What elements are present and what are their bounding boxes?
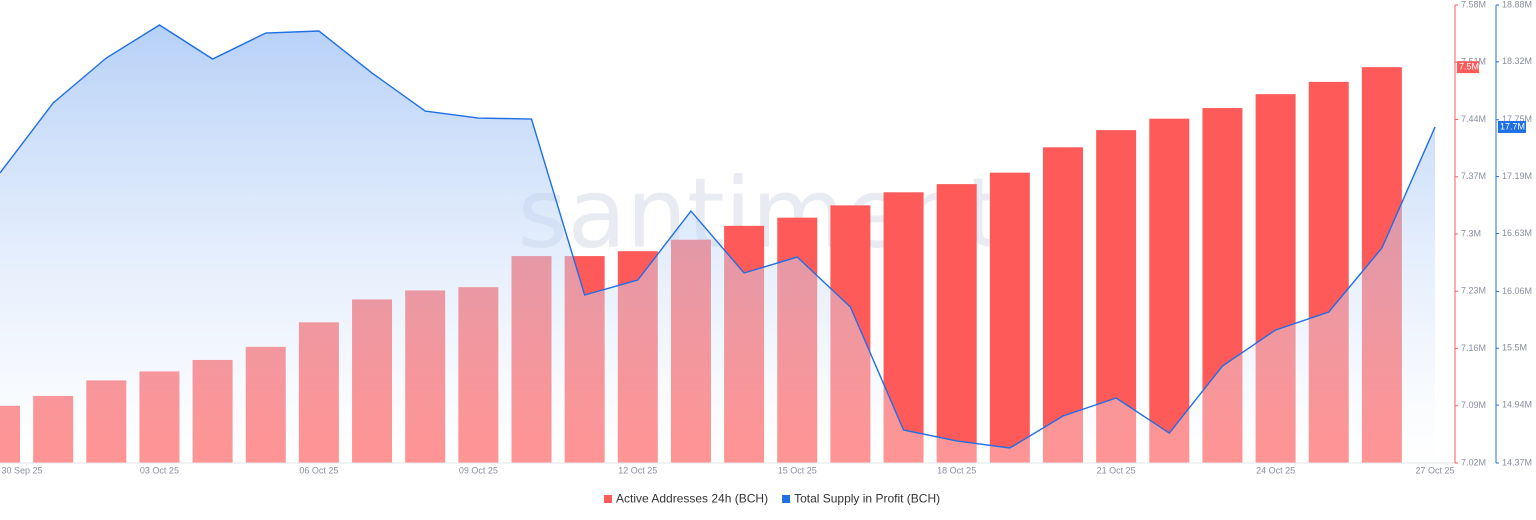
y2-tick-label: 14.37M bbox=[1502, 457, 1532, 467]
y-tick-label: 7.44M bbox=[1461, 114, 1486, 124]
legend-label: Total Supply in Profit (BCH) bbox=[794, 492, 940, 506]
legend-swatch bbox=[604, 495, 612, 503]
y2-tick-label: 17.19M bbox=[1502, 171, 1532, 181]
y2-tick-label: 15.5M bbox=[1502, 343, 1527, 353]
y-tick-label: 7.02M bbox=[1461, 457, 1486, 467]
value-badge-label: 17.7M bbox=[1500, 121, 1525, 131]
value-badge bbox=[1457, 61, 1479, 74]
x-tick-label: 27 Oct 25 bbox=[1416, 465, 1455, 475]
y2-tick-label: 18.32M bbox=[1502, 56, 1532, 66]
y2-tick-label: 16.63M bbox=[1502, 228, 1532, 238]
y-tick-label: 7.09M bbox=[1461, 400, 1486, 410]
x-tick-label: 06 Oct 25 bbox=[299, 465, 338, 475]
x-tick-label: 24 Oct 25 bbox=[1256, 465, 1295, 475]
bar bbox=[1149, 118, 1190, 463]
x-tick-label: 03 Oct 25 bbox=[140, 465, 179, 475]
value-badge bbox=[1498, 120, 1526, 133]
y-tick-label: 7.37M bbox=[1461, 171, 1486, 181]
y2-tick-label: 18.88M bbox=[1502, 0, 1532, 9]
area-fill bbox=[0, 25, 1436, 463]
legend-swatch bbox=[782, 495, 791, 503]
y2-tick-label: 17.75M bbox=[1502, 114, 1532, 124]
y-tick-label: 7.16M bbox=[1461, 343, 1486, 353]
area-line bbox=[0, 24, 1436, 449]
x-tick-label: 09 Oct 25 bbox=[459, 465, 498, 475]
x-tick-label: 30 Sep 25 bbox=[1, 465, 42, 475]
y-tick-label: 7.58M bbox=[1461, 0, 1486, 9]
y2-tick-label: 14.94M bbox=[1502, 399, 1532, 409]
value-badge-label: 7.5M bbox=[1459, 62, 1479, 72]
x-tick-label: 18 Oct 25 bbox=[937, 465, 976, 475]
bar bbox=[936, 184, 977, 463]
y-tick-label: 7.3M bbox=[1461, 228, 1481, 238]
y2-tick-label: 16.06M bbox=[1502, 286, 1532, 296]
y-tick-label: 7.23M bbox=[1461, 286, 1486, 296]
bar bbox=[1043, 147, 1083, 463]
plot-area bbox=[0, 24, 1436, 463]
bar bbox=[989, 172, 1030, 463]
legend-label: Active Addresses 24h (BCH) bbox=[616, 492, 768, 506]
x-tick-label: 12 Oct 25 bbox=[618, 465, 657, 475]
x-tick-label: 21 Oct 25 bbox=[1097, 465, 1136, 475]
x-tick-label: 15 Oct 25 bbox=[778, 465, 817, 475]
